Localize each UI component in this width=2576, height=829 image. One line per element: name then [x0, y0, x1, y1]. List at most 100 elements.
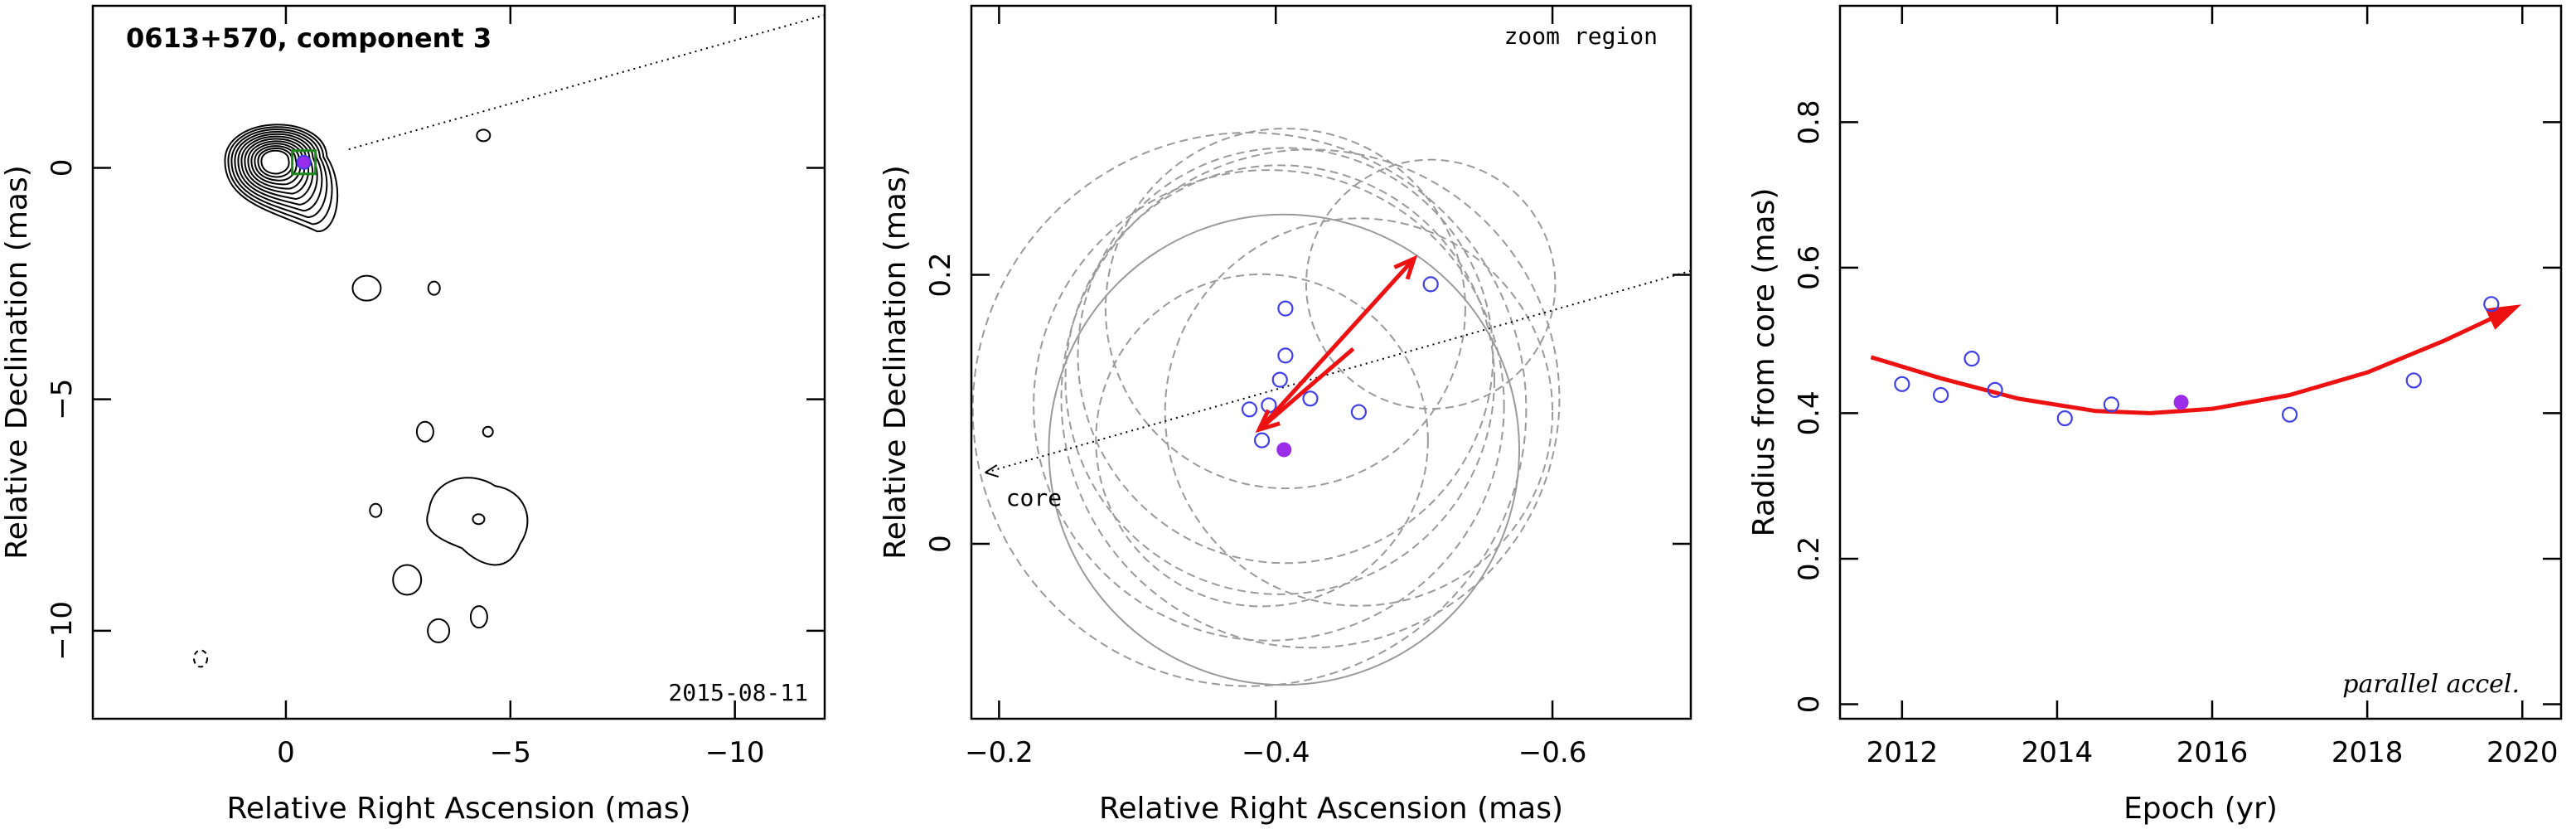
core-contour	[257, 148, 294, 178]
core-contour	[237, 133, 318, 206]
epoch-point	[1261, 397, 1277, 414]
error-circle	[1164, 217, 1554, 607]
x-axis-label: Relative Right Ascension (mas)	[226, 792, 690, 826]
velocity-vector	[1257, 347, 1355, 432]
epoch-point	[2281, 406, 2298, 423]
core-contour	[254, 145, 298, 182]
epoch-annotation: 2015-08-11	[668, 679, 808, 706]
fit-arrowhead	[2485, 304, 2522, 330]
core-contour	[247, 140, 306, 190]
velocity-vector	[1257, 257, 1416, 431]
island-contour	[193, 649, 209, 668]
faint-emission-contour	[472, 513, 486, 526]
axis-ticks: 2012 2014 2016 2018 2020 0 0.2 0.4 0.6 0.8	[1793, 6, 2561, 769]
epoch-point	[1987, 381, 2003, 398]
epoch-point	[1253, 432, 1271, 448]
island-contour	[427, 618, 451, 643]
island-contour	[427, 280, 441, 296]
x-tick-label: −0.4	[1242, 736, 1310, 769]
y-tick-label: 0.2	[924, 252, 957, 297]
epoch-point	[2483, 296, 2500, 313]
error-circle	[1095, 273, 1429, 608]
epoch-point	[1241, 401, 1258, 418]
core-label: core	[1006, 484, 1062, 511]
panel-radius-epoch: 2012 2014 2016 2018 2020 0 0.2 0.4 0.6 0.8 parall…	[1747, 4, 2563, 826]
velocity-arrowhead	[1255, 409, 1281, 434]
panel-zoom-region: −0.2 −0.4 −0.6 0 0.2 zoom region core Relati…	[879, 4, 1692, 826]
y-tick-label: 0.4	[1793, 390, 1826, 435]
epoch-point	[1271, 371, 1288, 388]
zoom-annotation: zoom region	[1504, 22, 1658, 50]
component-box	[291, 149, 317, 176]
y-tick-label: 0	[924, 535, 957, 553]
fit-annotation: parallel accel.	[2342, 670, 2520, 699]
epoch-point	[1933, 386, 1949, 404]
core-contour	[224, 124, 339, 233]
core-contour	[244, 138, 310, 195]
y-axis-label: Relative Declination (mas)	[0, 165, 34, 560]
core-contour	[260, 149, 290, 175]
x-tick-label: 0	[277, 736, 295, 769]
jet-direction-line	[985, 269, 1691, 474]
epoch-point	[1350, 404, 1367, 420]
epoch-point	[1963, 351, 1980, 367]
epoch-point	[1302, 390, 1319, 407]
y-tick-label: −10	[46, 601, 79, 661]
island-contour	[482, 425, 494, 438]
y-tick-label: −5	[46, 379, 79, 420]
x-tick-label: −5	[490, 736, 531, 769]
error-circle	[1305, 158, 1557, 410]
error-circle	[1064, 164, 1495, 595]
core-contour	[227, 126, 333, 225]
y-axis-label: Relative Declination (mas)	[879, 165, 913, 560]
axis-ticks: −0.2 −0.4 −0.6 0 0.2	[924, 6, 1691, 769]
error-circle	[1060, 148, 1561, 649]
x-tick-label: 2018	[2331, 736, 2404, 769]
core-contour	[240, 135, 314, 200]
fit-curve	[1870, 305, 2515, 415]
epoch-point	[2103, 396, 2120, 413]
velocity-arrowhead	[1393, 255, 1418, 280]
faint-emission-contour	[426, 477, 529, 566]
y-tick-label: 0.2	[1793, 536, 1826, 581]
current-epoch-point	[2173, 395, 2189, 410]
y-tick-label: 0.8	[1793, 99, 1826, 144]
y-tick-label: 0	[46, 159, 79, 177]
error-circle	[1077, 147, 1494, 565]
error-circle	[971, 131, 1528, 687]
epoch-point	[1277, 300, 1294, 317]
epoch-point	[1894, 376, 1910, 392]
x-tick-label: −0.6	[1518, 736, 1587, 769]
core-arrowhead	[985, 464, 999, 478]
x-tick-label: −10	[705, 736, 765, 769]
component-marker	[296, 154, 312, 170]
axis-ticks: 0 −5 −10 0 −5 −10	[46, 6, 825, 769]
island-contour	[369, 502, 383, 518]
current-epoch-point	[1276, 442, 1292, 458]
island-contour	[351, 274, 382, 302]
epoch-point	[1422, 276, 1439, 293]
x-tick-label: −0.2	[965, 736, 1034, 769]
zoom-marks	[971, 128, 1691, 687]
panel-frame	[91, 4, 826, 720]
x-axis-label: Relative Right Ascension (mas)	[1099, 792, 1563, 826]
epoch-point	[2405, 372, 2422, 389]
error-circle	[1104, 128, 1466, 490]
core-contour	[230, 128, 328, 219]
x-tick-label: 2012	[1867, 736, 1939, 769]
radius-marks	[1870, 296, 2522, 427]
contour-group	[193, 14, 825, 668]
y-tick-label: 0	[1793, 696, 1826, 714]
panel-frame	[1838, 4, 2563, 720]
x-tick-label: 2014	[2022, 736, 2094, 769]
x-tick-label: 2020	[2486, 736, 2559, 769]
island-contour	[469, 605, 488, 629]
island-contour	[476, 128, 491, 143]
panel-contour-map: 0 −5 −10 0 −5 −10 0613+570, component 3 2015-…	[0, 4, 826, 826]
error-circle	[1048, 213, 1521, 686]
panel-title: 0613+570, component 3	[126, 22, 491, 54]
island-contour	[392, 564, 423, 596]
island-contour	[415, 420, 434, 443]
x-axis-label: Epoch (yr)	[2123, 792, 2278, 826]
